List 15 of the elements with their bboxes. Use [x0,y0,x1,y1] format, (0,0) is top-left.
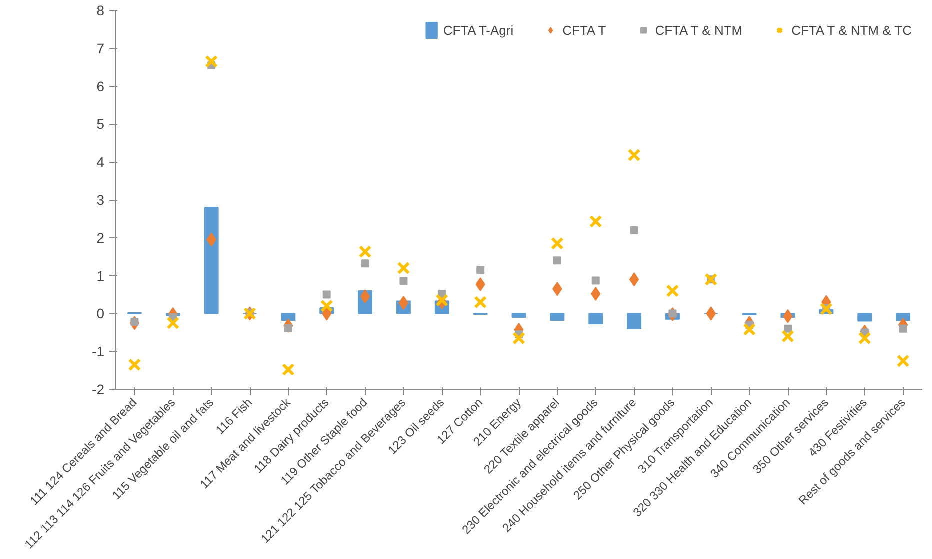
y-tick-label: 4 [96,154,105,170]
y-tick-label: 2 [96,230,105,246]
y-tick-label: 1 [96,268,105,284]
y-tick-label: 7 [96,40,105,56]
y-tick-label: 6 [96,78,105,94]
legend-label: CFTA T-Agri [443,22,514,38]
y-tick-label: 8 [96,2,105,18]
y-tick-label: 0 [96,306,105,322]
legend-label: CFTA T & NTM & TC [792,22,912,38]
legend-label: CFTA T & NTM [655,22,743,38]
y-tick-label: -2 [92,382,105,398]
y-tick-label: 3 [96,192,105,208]
y-tick-label: 5 [96,116,105,132]
legend-label: CFTA T [562,22,606,38]
y-tick-label: -1 [92,344,105,360]
